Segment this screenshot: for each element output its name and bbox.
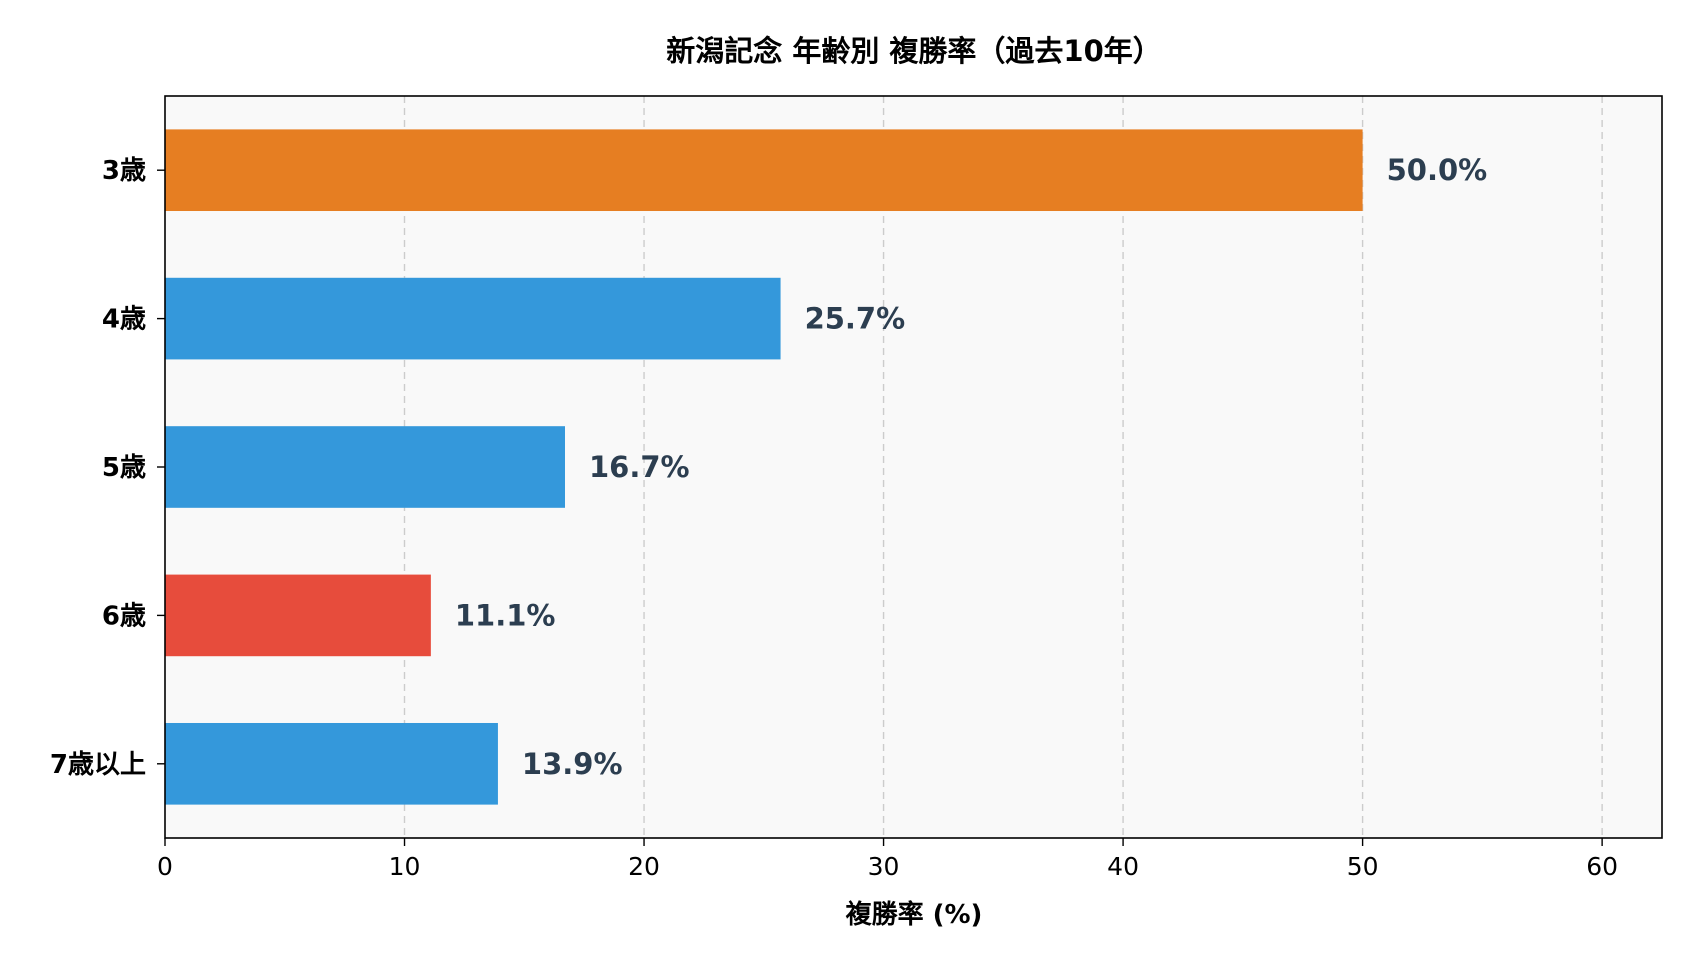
value-labels: 50.0% 25.7% 16.7% 11.1% 13.9% (455, 153, 1487, 781)
bars (165, 129, 1363, 805)
bar (165, 129, 1363, 212)
category-label: 5歳 (102, 453, 146, 483)
x-axis-title: 複勝率 (%) (846, 899, 983, 930)
x-axis: 0 10 20 30 40 50 60 (157, 838, 1618, 881)
category-label: 7歳以上 (50, 750, 146, 780)
x-tick-label: 40 (1107, 852, 1139, 881)
value-label: 11.1% (455, 598, 556, 632)
bar (165, 277, 781, 360)
x-tick-label: 60 (1586, 852, 1618, 881)
grid-lines (403, 96, 1603, 838)
x-tick-label: 0 (157, 852, 173, 881)
bar (165, 722, 498, 805)
category-label: 3歳 (102, 156, 146, 186)
value-label: 16.7% (589, 450, 690, 484)
bar (165, 574, 431, 657)
value-label: 50.0% (1387, 153, 1488, 187)
chart-title: 新潟記念 年齢別 複勝率（過去10年） (666, 34, 1162, 68)
x-tick-label: 50 (1347, 852, 1379, 881)
value-label: 13.9% (522, 747, 623, 781)
bar (165, 426, 565, 508)
category-label: 6歳 (102, 601, 146, 631)
category-label: 4歳 (102, 305, 146, 335)
y-axis: 3歳 4歳 5歳 6歳 7歳以上 (50, 156, 165, 780)
value-label: 25.7% (805, 302, 906, 336)
x-tick-label: 10 (389, 852, 421, 881)
x-tick-label: 20 (628, 852, 660, 881)
x-tick-label: 30 (868, 852, 900, 881)
